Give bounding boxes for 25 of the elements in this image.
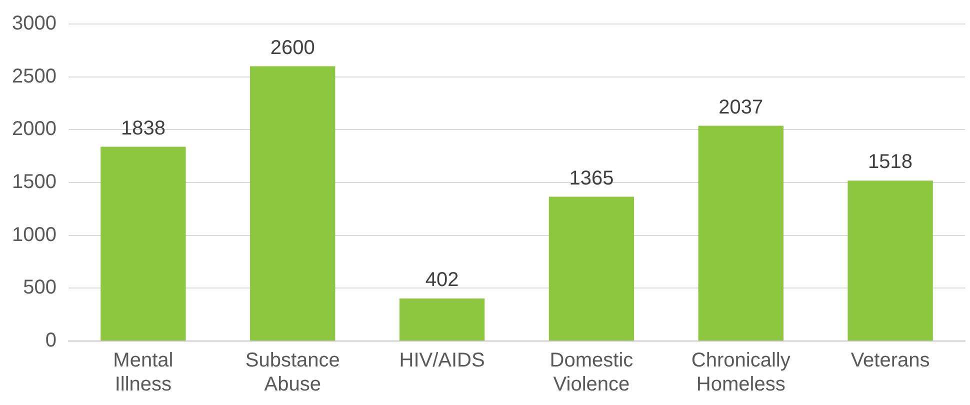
bar [250,66,336,340]
bar [698,126,784,340]
x-tick-label: Veterans [850,350,930,372]
y-tick-label: 3000 [12,12,56,35]
x-tick-label: Chronically Homeless [691,350,790,396]
bar [100,146,186,340]
x-tick-label: HIV/AIDS [399,350,485,372]
data-label: 1518 [868,151,913,174]
y-tick-label: 500 [23,276,56,299]
y-tick-label: 1500 [12,171,56,194]
bar [399,298,485,340]
data-label: 2600 [270,36,315,59]
bar [548,196,634,340]
y-tick-label: 0 [45,330,56,352]
y-tick-label: 2500 [12,65,56,88]
x-tick-label: Domestic Violence [550,350,634,396]
data-label: 1365 [569,167,614,190]
y-tick-label: 1000 [12,224,56,246]
y-tick-label: 2000 [12,118,56,140]
data-label: 1838 [120,117,166,140]
bar [848,180,933,340]
x-tick-label: Substance Abuse [245,350,340,396]
data-label: 402 [425,269,459,292]
data-label: 2037 [718,96,764,118]
x-tick-label: Mental Illness [113,350,174,396]
